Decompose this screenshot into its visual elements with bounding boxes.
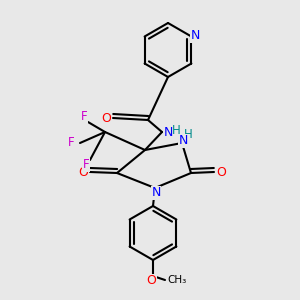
Text: N: N <box>178 134 188 148</box>
Text: F: F <box>68 136 74 149</box>
Text: N: N <box>191 29 200 42</box>
Text: F: F <box>81 110 87 124</box>
Text: N: N <box>163 125 173 139</box>
Text: O: O <box>78 166 88 178</box>
Text: F: F <box>83 158 89 172</box>
Text: O: O <box>146 274 156 287</box>
Text: O: O <box>216 166 226 178</box>
Text: H: H <box>184 128 192 142</box>
Text: O: O <box>101 112 111 124</box>
Text: N: N <box>151 187 161 200</box>
Text: CH₃: CH₃ <box>167 275 187 285</box>
Text: H: H <box>172 124 180 136</box>
